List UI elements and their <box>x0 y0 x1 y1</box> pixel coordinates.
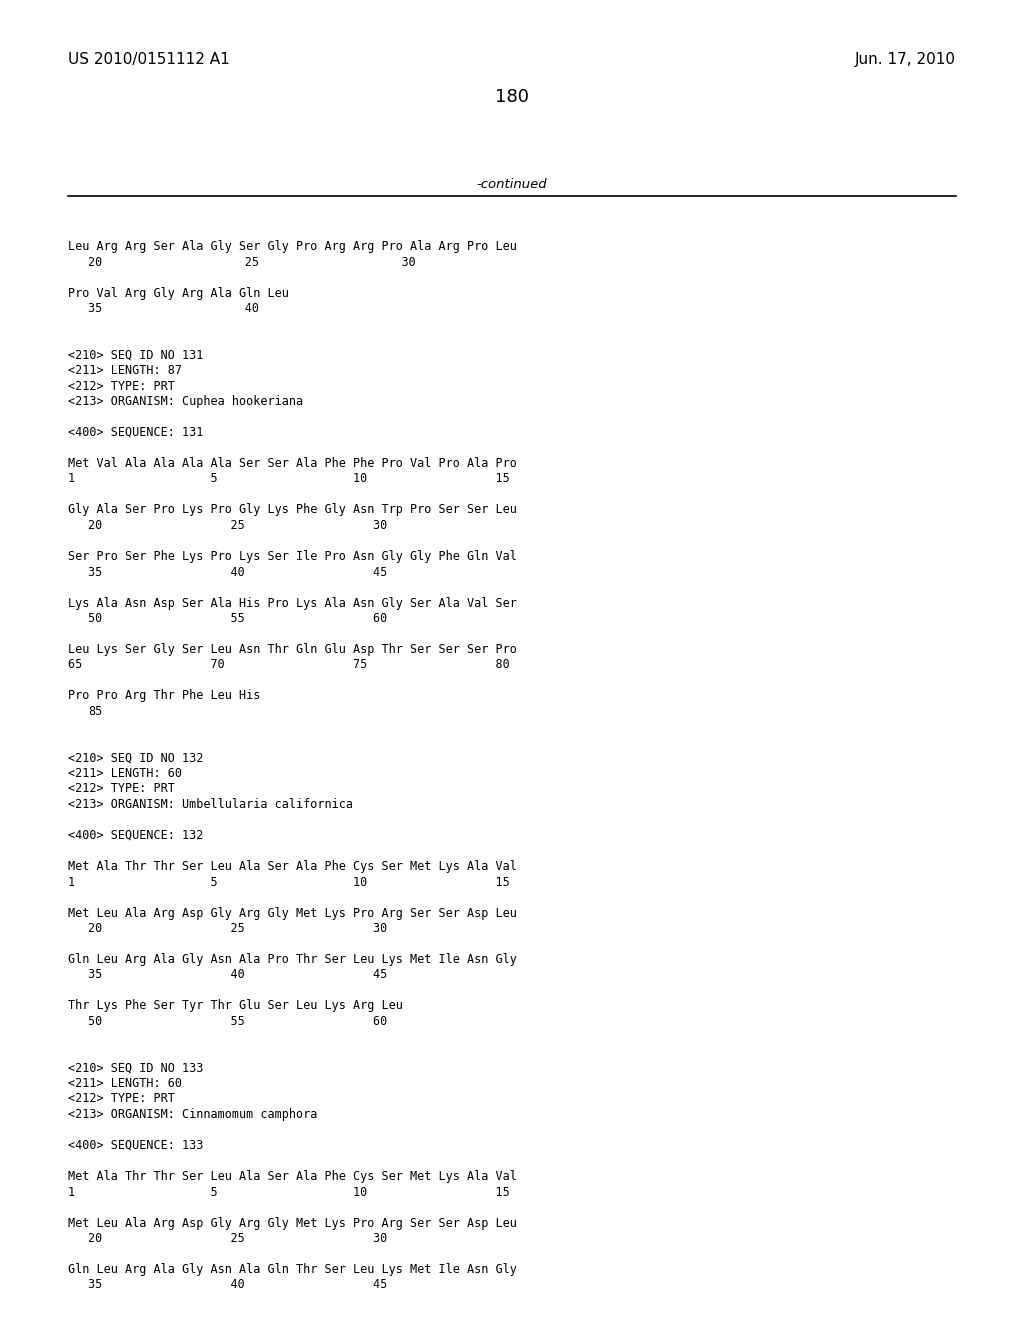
Text: <210> SEQ ID NO 133: <210> SEQ ID NO 133 <box>68 1061 204 1074</box>
Text: Leu Lys Ser Gly Ser Leu Asn Thr Gln Glu Asp Thr Ser Ser Ser Pro: Leu Lys Ser Gly Ser Leu Asn Thr Gln Glu … <box>68 643 517 656</box>
Text: Lys Ala Asn Asp Ser Ala His Pro Lys Ala Asn Gly Ser Ala Val Ser: Lys Ala Asn Asp Ser Ala His Pro Lys Ala … <box>68 597 517 610</box>
Text: Met Leu Ala Arg Asp Gly Arg Gly Met Lys Pro Arg Ser Ser Asp Leu: Met Leu Ala Arg Asp Gly Arg Gly Met Lys … <box>68 1217 517 1229</box>
Text: 35                  40                  45: 35 40 45 <box>88 969 387 982</box>
Text: Met Ala Thr Thr Ser Leu Ala Ser Ala Phe Cys Ser Met Lys Ala Val: Met Ala Thr Thr Ser Leu Ala Ser Ala Phe … <box>68 861 517 873</box>
Text: <211> LENGTH: 60: <211> LENGTH: 60 <box>68 767 182 780</box>
Text: US 2010/0151112 A1: US 2010/0151112 A1 <box>68 51 229 67</box>
Text: <213> ORGANISM: Cuphea hookeriana: <213> ORGANISM: Cuphea hookeriana <box>68 395 303 408</box>
Text: 35                  40                  45: 35 40 45 <box>88 565 387 578</box>
Text: Gln Leu Arg Ala Gly Asn Ala Pro Thr Ser Leu Lys Met Ile Asn Gly: Gln Leu Arg Ala Gly Asn Ala Pro Thr Ser … <box>68 953 517 966</box>
Text: <212> TYPE: PRT: <212> TYPE: PRT <box>68 1093 175 1105</box>
Text: <212> TYPE: PRT: <212> TYPE: PRT <box>68 783 175 796</box>
Text: 180: 180 <box>495 88 529 106</box>
Text: Pro Pro Arg Thr Phe Leu His: Pro Pro Arg Thr Phe Leu His <box>68 689 260 702</box>
Text: Jun. 17, 2010: Jun. 17, 2010 <box>855 51 956 67</box>
Text: 20                  25                  30: 20 25 30 <box>88 921 387 935</box>
Text: 35                  40                  45: 35 40 45 <box>88 1279 387 1291</box>
Text: 1                   5                   10                  15: 1 5 10 15 <box>68 1185 510 1199</box>
Text: 85: 85 <box>88 705 102 718</box>
Text: Ser Pro Ser Phe Lys Pro Lys Ser Ile Pro Asn Gly Gly Phe Gln Val: Ser Pro Ser Phe Lys Pro Lys Ser Ile Pro … <box>68 550 517 564</box>
Text: <400> SEQUENCE: 131: <400> SEQUENCE: 131 <box>68 426 204 440</box>
Text: 65                  70                  75                  80: 65 70 75 80 <box>68 659 510 672</box>
Text: <211> LENGTH: 87: <211> LENGTH: 87 <box>68 364 182 378</box>
Text: <400> SEQUENCE: 132: <400> SEQUENCE: 132 <box>68 829 204 842</box>
Text: 50                  55                  60: 50 55 60 <box>88 612 387 624</box>
Text: 20                  25                  30: 20 25 30 <box>88 519 387 532</box>
Text: Leu Arg Arg Ser Ala Gly Ser Gly Pro Arg Arg Pro Ala Arg Pro Leu: Leu Arg Arg Ser Ala Gly Ser Gly Pro Arg … <box>68 240 517 253</box>
Text: 35                    40: 35 40 <box>88 302 259 315</box>
Text: 20                  25                  30: 20 25 30 <box>88 1232 387 1245</box>
Text: <213> ORGANISM: Umbellularia californica: <213> ORGANISM: Umbellularia californica <box>68 799 353 810</box>
Text: <212> TYPE: PRT: <212> TYPE: PRT <box>68 380 175 392</box>
Text: <210> SEQ ID NO 132: <210> SEQ ID NO 132 <box>68 751 204 764</box>
Text: Pro Val Arg Gly Arg Ala Gln Leu: Pro Val Arg Gly Arg Ala Gln Leu <box>68 286 289 300</box>
Text: 50                  55                  60: 50 55 60 <box>88 1015 387 1028</box>
Text: <210> SEQ ID NO 131: <210> SEQ ID NO 131 <box>68 348 204 362</box>
Text: Thr Lys Phe Ser Tyr Thr Glu Ser Leu Lys Arg Leu: Thr Lys Phe Ser Tyr Thr Glu Ser Leu Lys … <box>68 999 402 1012</box>
Text: Gly Ala Ser Pro Lys Pro Gly Lys Phe Gly Asn Trp Pro Ser Ser Leu: Gly Ala Ser Pro Lys Pro Gly Lys Phe Gly … <box>68 503 517 516</box>
Text: Gln Leu Arg Ala Gly Asn Ala Gln Thr Ser Leu Lys Met Ile Asn Gly: Gln Leu Arg Ala Gly Asn Ala Gln Thr Ser … <box>68 1263 517 1276</box>
Text: Met Leu Ala Arg Asp Gly Arg Gly Met Lys Pro Arg Ser Ser Asp Leu: Met Leu Ala Arg Asp Gly Arg Gly Met Lys … <box>68 907 517 920</box>
Text: -continued: -continued <box>477 178 547 191</box>
Text: 1                   5                   10                  15: 1 5 10 15 <box>68 875 510 888</box>
Text: 20                    25                    30: 20 25 30 <box>88 256 416 268</box>
Text: Met Val Ala Ala Ala Ala Ser Ser Ala Phe Phe Pro Val Pro Ala Pro: Met Val Ala Ala Ala Ala Ser Ser Ala Phe … <box>68 457 517 470</box>
Text: <211> LENGTH: 60: <211> LENGTH: 60 <box>68 1077 182 1090</box>
Text: Met Ala Thr Thr Ser Leu Ala Ser Ala Phe Cys Ser Met Lys Ala Val: Met Ala Thr Thr Ser Leu Ala Ser Ala Phe … <box>68 1170 517 1183</box>
Text: <213> ORGANISM: Cinnamomum camphora: <213> ORGANISM: Cinnamomum camphora <box>68 1107 317 1121</box>
Text: <400> SEQUENCE: 133: <400> SEQUENCE: 133 <box>68 1139 204 1152</box>
Text: 1                   5                   10                  15: 1 5 10 15 <box>68 473 510 486</box>
